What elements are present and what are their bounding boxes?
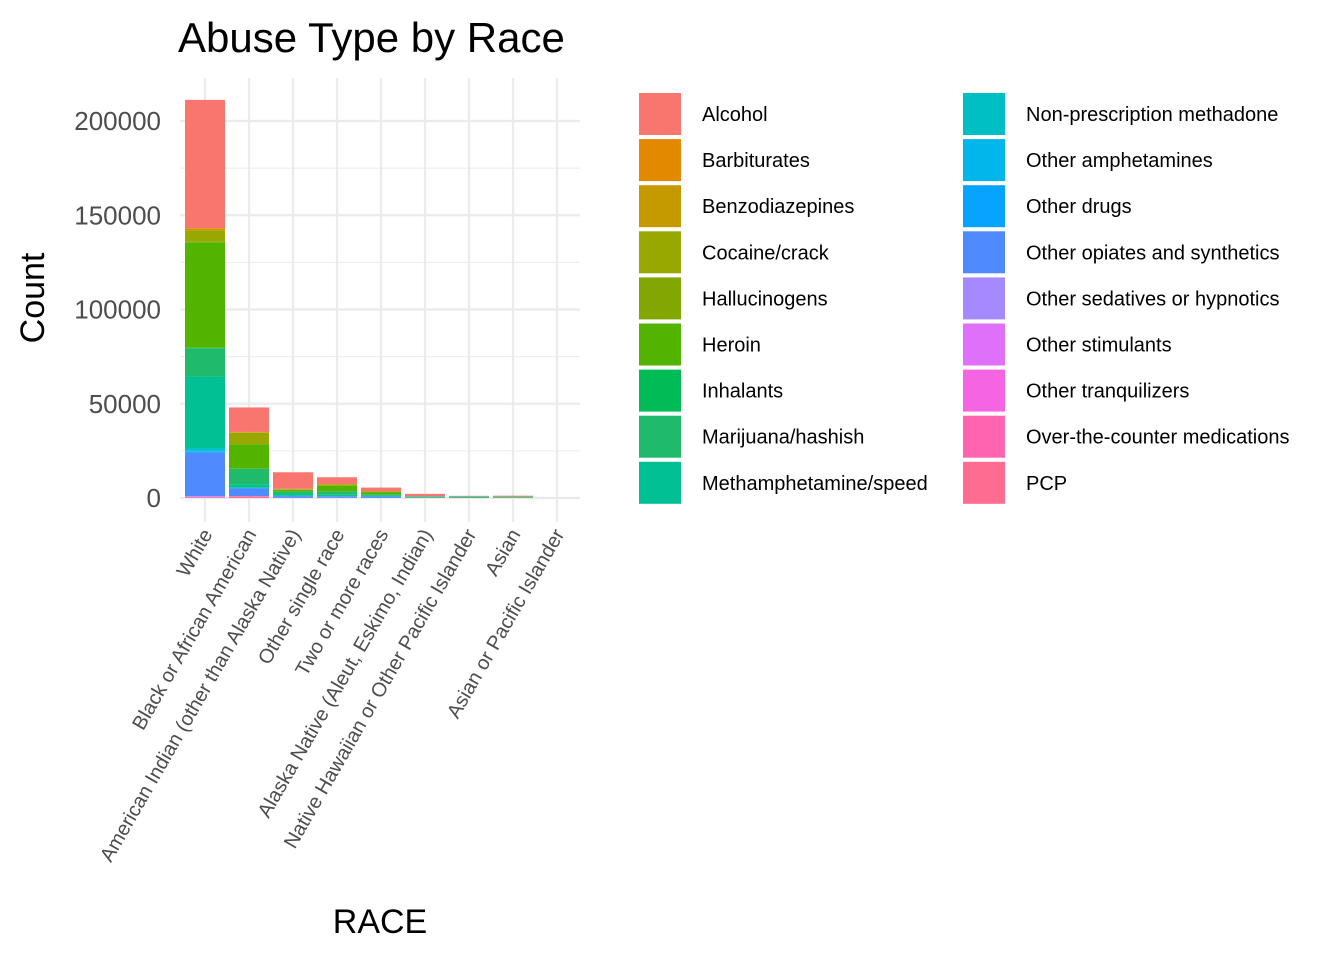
legend-label: Other amphetamines — [1026, 150, 1213, 172]
legend-label: Other sedatives or hypnotics — [1026, 288, 1279, 310]
y-axis-label: Count — [14, 252, 52, 343]
legend-label: Benzodiazepines — [702, 196, 854, 218]
legend-label: Hallucinogens — [702, 288, 828, 310]
legend-label: Other stimulants — [1026, 335, 1172, 357]
legend-label: Other drugs — [1026, 196, 1132, 218]
bar-segment — [229, 407, 269, 432]
bar-segment — [449, 495, 489, 497]
legend-label: Inhalants — [702, 381, 783, 403]
legend-label: Barbiturates — [702, 150, 810, 172]
bar-segment — [361, 491, 401, 493]
bar-segment — [229, 484, 269, 488]
legend-key — [963, 323, 1005, 366]
bar-segment — [185, 376, 225, 449]
bar-segment — [185, 348, 225, 377]
bar-segment — [273, 493, 313, 496]
bar-segment — [229, 468, 269, 485]
legend: Alcohol Barbiturates Benzodiazepines Cocain… — [639, 93, 1289, 504]
legend-key — [963, 415, 1005, 458]
legend-key — [639, 369, 681, 412]
legend-key — [963, 277, 1005, 320]
bar-segment — [185, 242, 225, 348]
y-axis-ticks: 0 50000 100000 150000 200000 — [74, 106, 161, 513]
bar-segment — [317, 485, 357, 492]
bar-segment — [185, 451, 225, 453]
legend-key — [963, 93, 1005, 135]
bar-segment — [449, 496, 489, 498]
bar-segment — [185, 230, 225, 242]
bar-segment — [229, 432, 269, 433]
y-tick-label: 200000 — [74, 106, 161, 136]
bar-segment — [361, 494, 401, 496]
bar-segment — [185, 450, 225, 452]
legend-key — [639, 323, 681, 366]
legend-label: Alcohol — [702, 104, 768, 126]
bar-segment — [361, 492, 401, 495]
bar-segment — [273, 489, 313, 490]
legend-label: Methamphetamine/speed — [702, 473, 928, 495]
legend-key — [639, 93, 681, 135]
legend-key — [639, 277, 681, 320]
legend-key — [639, 185, 681, 228]
legend-key — [639, 139, 681, 182]
y-tick-label: 150000 — [74, 200, 161, 230]
bar-segment — [185, 99, 225, 229]
bar-segment — [361, 496, 401, 498]
bar-segment — [493, 495, 533, 497]
y-tick-label: 0 — [147, 483, 161, 513]
bar-segment — [405, 496, 445, 498]
bar-segment — [317, 484, 357, 486]
legend-label: Non-prescription methadone — [1026, 104, 1278, 126]
x-tick-label: White — [173, 526, 218, 581]
y-tick-label: 100000 — [74, 295, 161, 325]
bar-segment — [229, 496, 269, 498]
bar-segment — [361, 495, 401, 497]
legend-label: Other tranquilizers — [1026, 381, 1189, 403]
bar-segment — [185, 228, 225, 231]
legend-key — [639, 231, 681, 274]
legend-key — [963, 185, 1005, 228]
x-axis-label: RACE — [333, 903, 427, 941]
chart-title: Abuse Type by Race — [178, 14, 565, 61]
bar-segment — [185, 496, 225, 497]
legend-label: Heroin — [702, 335, 761, 357]
legend-label: Over-the-counter medications — [1026, 427, 1289, 449]
bar-segment — [185, 448, 225, 451]
bar-segment — [405, 493, 445, 497]
legend-key — [963, 461, 1005, 504]
legend-key — [963, 369, 1005, 412]
bar-segment — [317, 491, 357, 495]
bar-segment — [273, 489, 313, 492]
bar-segment — [317, 494, 357, 497]
bar-segment — [229, 488, 269, 497]
bar-segment — [273, 491, 313, 494]
y-tick-label: 50000 — [89, 389, 161, 419]
legend-label: PCP — [1026, 473, 1067, 495]
legend-key — [963, 139, 1005, 182]
bar-segment — [361, 487, 401, 492]
legend-label: Marijuana/hashish — [702, 427, 864, 449]
bar-segment — [317, 496, 357, 498]
legend-key — [963, 231, 1005, 274]
legend-label: Other opiates and synthetics — [1026, 242, 1279, 264]
legend-key — [639, 415, 681, 458]
bars — [185, 99, 577, 499]
bar-segment — [185, 241, 225, 243]
bar-segment — [229, 444, 269, 469]
legend-key — [639, 461, 681, 504]
bar-segment — [185, 228, 225, 229]
bar-segment — [317, 477, 357, 485]
x-tick-label: Asian — [481, 526, 525, 580]
legend-label: Cocaine/crack — [702, 242, 830, 264]
bar-segment — [273, 496, 313, 498]
bar-segment — [185, 452, 225, 497]
bar-segment — [229, 432, 269, 445]
grid — [180, 78, 580, 522]
bar-segment — [185, 497, 225, 498]
bar-segment — [273, 472, 313, 489]
